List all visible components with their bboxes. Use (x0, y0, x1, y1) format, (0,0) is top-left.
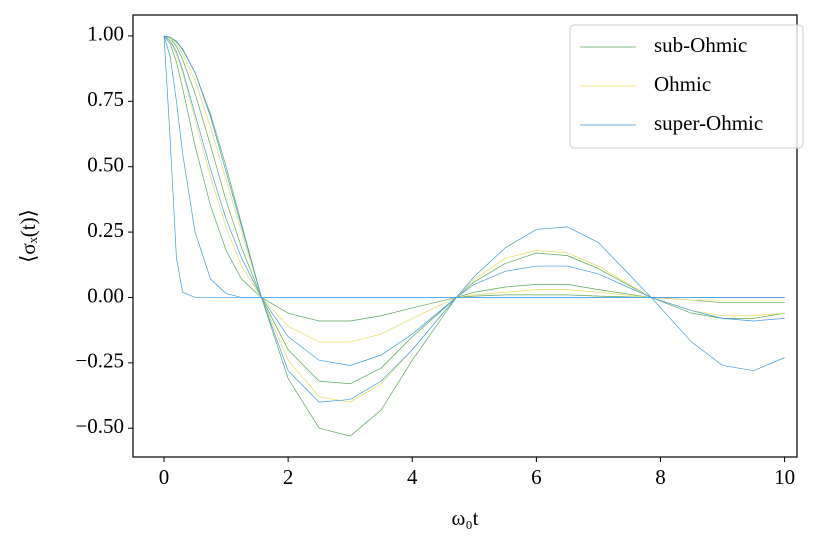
plot-frame (132, 14, 798, 458)
x-tick-label: 0 (159, 465, 170, 489)
legend-label: Ohmic (654, 72, 711, 96)
y-tick-label: 1.00 (87, 22, 124, 46)
y-axis-label: ⟨σₓ(t)⟩ (16, 209, 40, 263)
x-tick-label: 6 (531, 465, 542, 489)
x-tick-label: 10 (774, 465, 795, 489)
y-tick-label: 0.25 (87, 218, 124, 242)
legend-label: super-Ohmic (654, 111, 763, 135)
x-tick-label: 4 (407, 465, 418, 489)
legend-box (569, 24, 804, 149)
legend-label: sub-Ohmic (654, 33, 747, 57)
y-tick-label: −0.25 (75, 349, 124, 373)
y-tick-label: −0.50 (75, 414, 124, 438)
y-tick-label: 0.50 (87, 153, 124, 177)
x-tick-label: 2 (283, 465, 294, 489)
x-tick-label: 8 (655, 465, 666, 489)
series-line (163, 35, 785, 298)
x-axis-label: ω₀t (452, 506, 479, 530)
y-tick-label: 0.75 (87, 87, 124, 111)
y-tick-label: 0.00 (87, 283, 124, 307)
